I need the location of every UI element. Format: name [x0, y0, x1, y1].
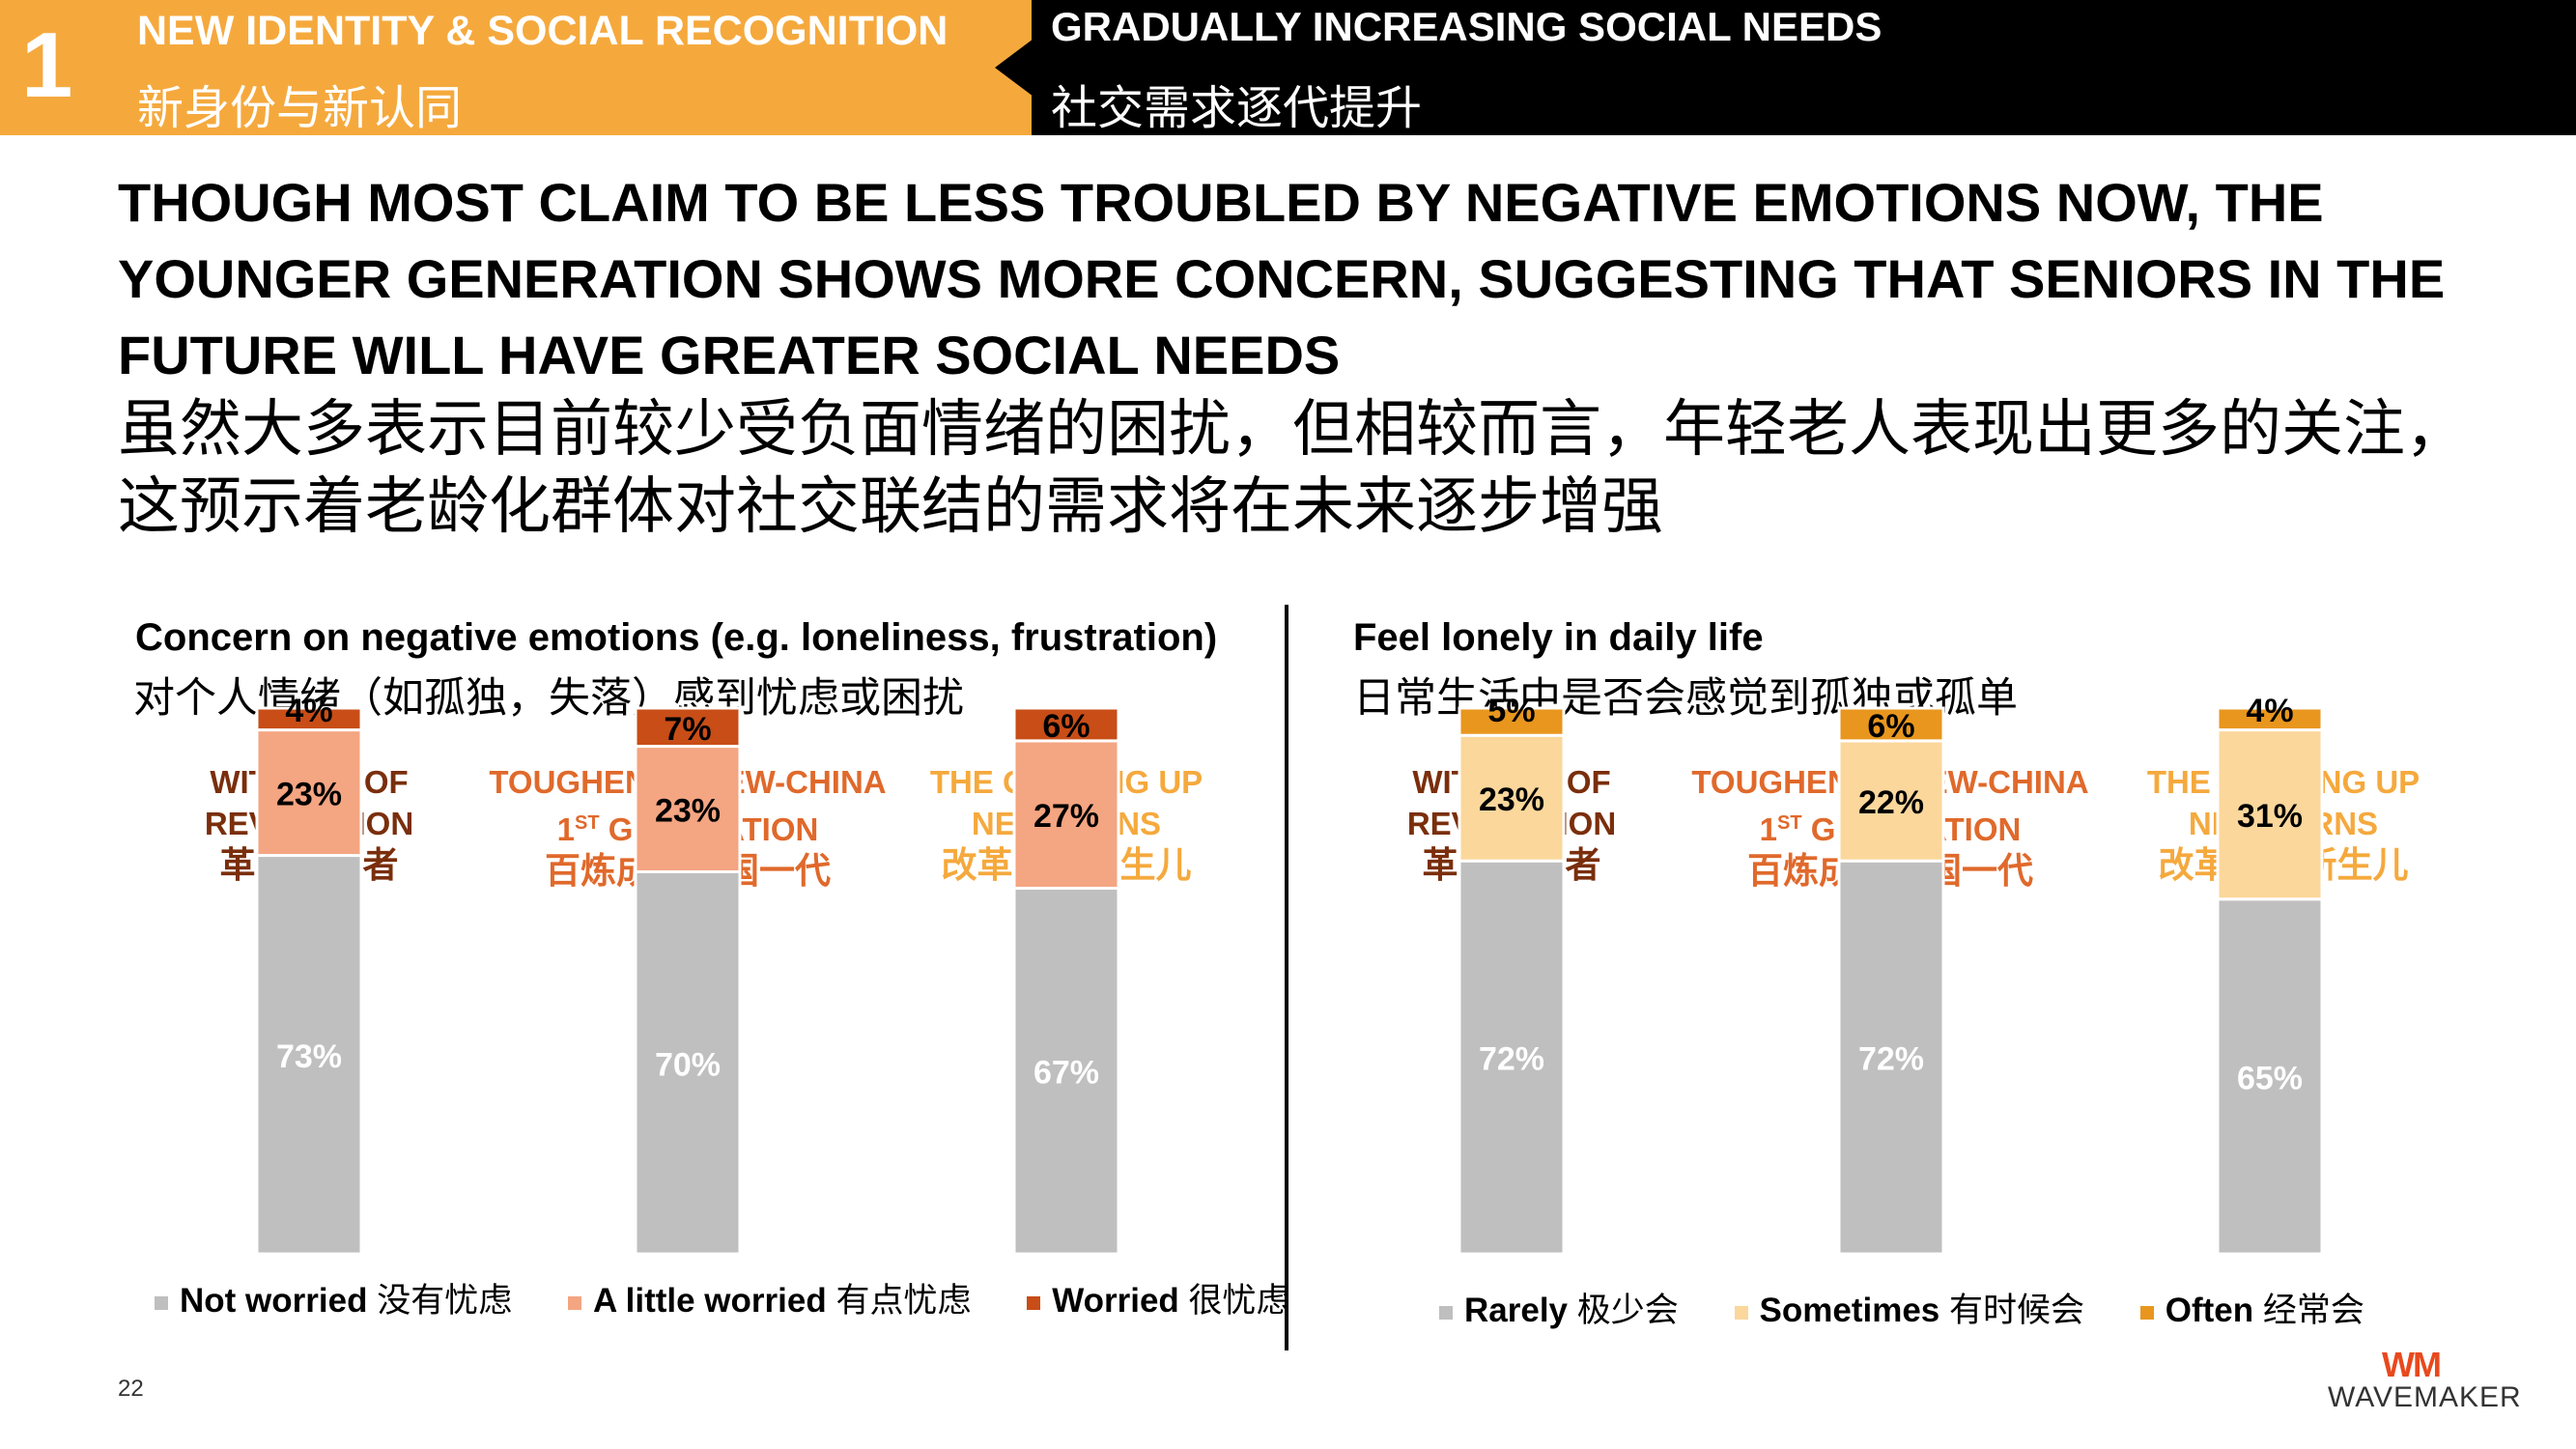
legend-swatch [1734, 1305, 1748, 1320]
bar-value-label: 7% [664, 711, 711, 748]
subsection-title-en: GRADUALLY INCREASING SOCIAL NEEDS [1051, 4, 1882, 49]
header-left-panel [0, 0, 1032, 135]
bar-value-label: 4% [2246, 693, 2293, 729]
legend-item-sometimes: Sometimes 有时候会 [1734, 1292, 2084, 1329]
header-arrow-icon [995, 39, 1033, 97]
bar-value-label: 4% [285, 693, 332, 729]
bar-segment [1458, 859, 1566, 1256]
bar-value-label: 65% [2237, 1060, 2303, 1096]
page-number: 22 [118, 1376, 144, 1402]
bar-value-label: 72% [1858, 1041, 1924, 1078]
bar-segment [634, 870, 742, 1256]
legend-swatch [567, 1295, 581, 1310]
bar-segment [1458, 733, 1566, 863]
bar-segment [2216, 897, 2324, 1256]
chart-divider [1285, 605, 1288, 1350]
bar-segment [634, 745, 742, 873]
legend-swatch [1027, 1295, 1041, 1310]
legend-item-a-little-worried: A little worried 有点忧虑 [567, 1282, 971, 1320]
bar-segment [1012, 706, 1120, 743]
bar-value-label: 6% [1867, 708, 1914, 745]
headline-cn: 虽然大多表示目前较少受负面情绪的困扰，但相较而言，年轻老人表现出更多的关注，这预… [118, 394, 2467, 541]
headline-en: THOUGH MOST CLAIM TO BE LESS TROUBLED BY… [118, 172, 2446, 385]
subsection-title-cn: 社交需求逐代提升 [1051, 83, 1423, 134]
bar-segment [2216, 728, 2324, 901]
legend-item-rarely: Rarely 极少会 [1439, 1292, 1679, 1329]
bar-value-label: 72% [1479, 1041, 1544, 1078]
legend-item-worried: Worried 很忧虑 [1027, 1282, 1290, 1320]
right-legend: Rarely 极少会 Sometimes 有时候会 Often 经常会 [1439, 1283, 2364, 1332]
legend-swatch [155, 1295, 168, 1310]
bar-value-label: 70% [655, 1046, 721, 1083]
section-number: 1 [21, 14, 73, 117]
bar-segment [2216, 706, 2324, 732]
bar-value-label: 27% [1033, 798, 1099, 835]
right-chart-title-en: Feel lonely in daily life [1353, 616, 1764, 659]
bar-segment [1837, 859, 1945, 1256]
wavemaker-logo-icon: WM [2382, 1345, 2442, 1384]
legend-item-often: Often 经常会 [2139, 1292, 2364, 1329]
bar-value-label: 6% [1042, 708, 1090, 745]
bar-segment [1458, 706, 1566, 737]
section-title-cn: 新身份与新认同 [137, 83, 463, 134]
bar-value-label: 23% [276, 777, 342, 813]
left-legend: Not worried 没有忧虑 A little worried 有点忧虑 W… [155, 1273, 1290, 1322]
header-right-panel [1032, 0, 2576, 135]
left-chart-title-en: Concern on negative emotions (e.g. lonel… [135, 616, 1218, 659]
bar-segment [634, 706, 742, 749]
wavemaker-logo-text: WAVEMAKER [2328, 1381, 2522, 1413]
bar-segment [255, 728, 363, 858]
bar-value-label: 22% [1858, 784, 1924, 821]
legend-swatch [1439, 1305, 1453, 1320]
bar-segment [255, 854, 363, 1256]
bar-value-label: 73% [276, 1038, 342, 1075]
bar-value-label: 23% [1479, 781, 1544, 818]
bar-value-label: 67% [1033, 1055, 1099, 1092]
bar-value-label: 31% [2237, 798, 2303, 835]
bar-value-label: 23% [655, 793, 721, 830]
bar-segment [1837, 706, 1945, 743]
legend-item-not-worried: Not worried 没有忧虑 [155, 1282, 512, 1320]
section-title-en: NEW IDENTITY & SOCIAL RECOGNITION [137, 8, 948, 54]
bar-segment [1012, 739, 1120, 890]
bar-segment [255, 706, 363, 732]
bar-value-label: 5% [1487, 693, 1535, 729]
legend-swatch [2139, 1305, 2154, 1320]
